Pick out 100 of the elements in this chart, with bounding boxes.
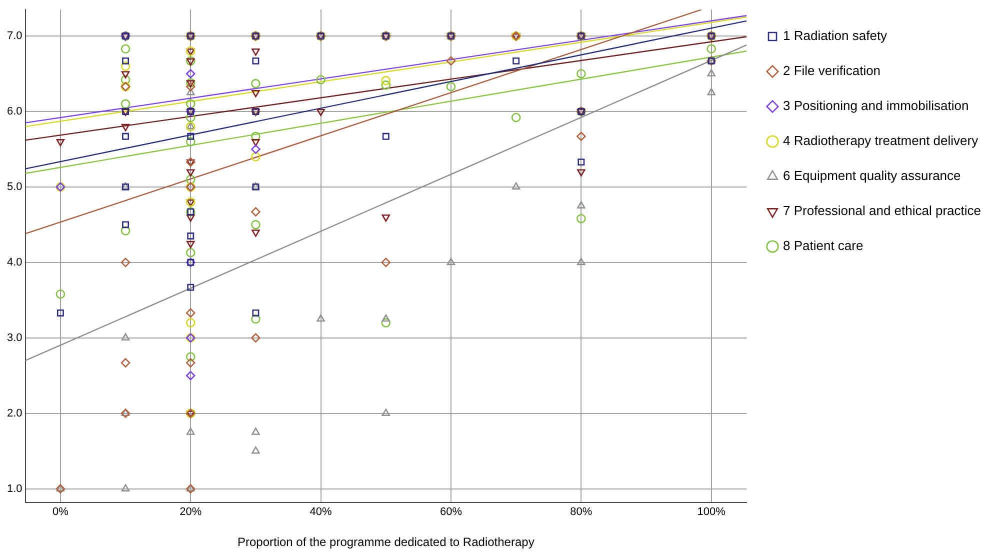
point: [120, 75, 130, 84]
point: [316, 314, 325, 322]
y-tick-label: 5.0: [6, 180, 22, 193]
point: [381, 76, 391, 86]
point: [316, 108, 325, 116]
point: [186, 370, 196, 380]
point: [512, 57, 520, 64]
point: [186, 174, 196, 184]
point: [121, 71, 130, 78]
point: [252, 57, 260, 64]
point: [121, 333, 130, 341]
point: [382, 408, 390, 416]
point: [120, 99, 130, 109]
point: [121, 408, 130, 416]
legend-label: 6 Equipment quality assurance: [783, 168, 961, 184]
point: [186, 112, 196, 122]
point: [121, 484, 130, 492]
point: [56, 139, 65, 146]
point: [251, 220, 260, 230]
point: [186, 352, 196, 362]
point: [381, 80, 391, 90]
point: [707, 69, 716, 76]
point: [446, 258, 456, 266]
point: [512, 182, 520, 190]
point: [578, 158, 585, 166]
x-tick-label: 60%: [440, 506, 462, 518]
point: [120, 358, 130, 368]
point: [56, 310, 64, 316]
point: [120, 62, 130, 71]
point: [252, 446, 260, 454]
point: [251, 132, 260, 142]
legend-label: 1 Radiation safety: [783, 28, 888, 44]
point: [186, 69, 196, 78]
legend-label: 2 File verification: [783, 63, 881, 78]
point: [381, 258, 391, 268]
point: [186, 358, 196, 368]
point: [186, 308, 196, 318]
point: [251, 207, 260, 216]
y-tick-label: 4.0: [6, 256, 22, 268]
point: [382, 132, 390, 140]
point: [186, 169, 195, 177]
point: [187, 284, 194, 291]
point: [56, 484, 65, 492]
x-tick-label: 100%: [697, 506, 726, 518]
point: [251, 78, 260, 88]
point: [186, 214, 195, 222]
point: [252, 48, 260, 56]
point: [382, 314, 390, 322]
point: [576, 69, 586, 78]
point: [186, 428, 195, 435]
point: [252, 310, 260, 316]
legend-label: 8 Patient care: [783, 238, 864, 254]
point: [186, 99, 196, 109]
y-tick-label: 3.0: [6, 332, 22, 344]
point: [446, 56, 456, 66]
point: [187, 132, 194, 140]
x-tick-label: 40%: [310, 506, 332, 518]
point: [120, 258, 130, 268]
point: [577, 258, 586, 266]
point: [186, 88, 195, 96]
x-axis-title: Proportion of the programme dedicated to Radiotherapy: [237, 535, 534, 550]
point: [251, 152, 260, 162]
point: [251, 144, 260, 154]
point: [252, 90, 260, 98]
x-tick-label: 80%: [570, 506, 592, 518]
point: [122, 132, 130, 140]
point: [511, 112, 521, 122]
point: [577, 201, 586, 208]
legend-label: 7 Professional and ethical practice: [783, 203, 982, 218]
point: [186, 318, 196, 328]
x-tick-label: 0%: [52, 506, 69, 518]
point: [382, 214, 390, 222]
point: [56, 289, 66, 299]
point: [122, 57, 130, 64]
point: [122, 221, 130, 228]
point: [316, 75, 326, 84]
y-tick-label: 2.0: [6, 407, 22, 420]
point: [186, 240, 195, 248]
point: [251, 333, 260, 343]
point: [381, 318, 391, 328]
y-tick-label: 7.0: [6, 30, 22, 42]
point: [121, 124, 130, 132]
point: [186, 137, 196, 146]
point: [706, 44, 716, 54]
x-tick-label: 20%: [180, 506, 202, 518]
y-tick-label: 1.0: [6, 482, 22, 495]
point: [577, 169, 586, 177]
legend-label: 4 Radiotherapy treatment delivery: [783, 133, 979, 148]
point: [187, 232, 194, 240]
point: [120, 44, 130, 54]
point: [251, 314, 260, 324]
point: [252, 230, 260, 237]
point: [446, 82, 456, 92]
point: [707, 88, 716, 96]
point: [186, 82, 196, 92]
point: [576, 214, 586, 224]
point: [186, 248, 196, 258]
y-tick-label: 6.0: [6, 106, 22, 118]
point: [120, 226, 130, 236]
legend-label: 3 Positioning and immobilisation: [783, 98, 969, 114]
